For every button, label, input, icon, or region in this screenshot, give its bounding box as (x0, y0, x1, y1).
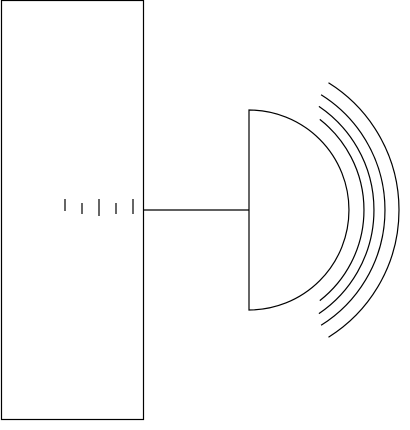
wave-arc (328, 82, 400, 338)
tick-marks (64, 199, 134, 216)
semicircular-dome (248, 109, 350, 311)
wave-arcs (318, 82, 400, 338)
wave-arc (319, 118, 365, 302)
wave-arc (320, 94, 386, 326)
wave-arc (318, 105, 375, 315)
rectangular-block (0, 0, 145, 421)
